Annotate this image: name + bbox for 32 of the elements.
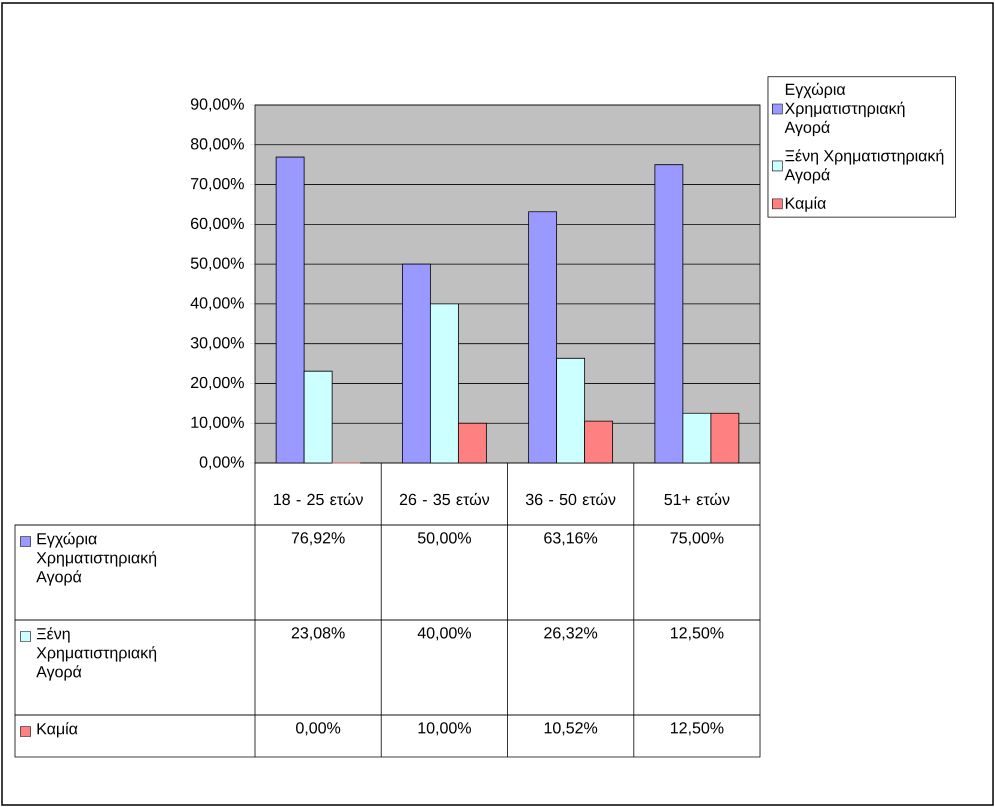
data-label: 10,00% [418,722,471,736]
data-label: 50,00% [418,532,471,546]
legend-label: Καμία [786,196,826,212]
x-tick-label: 26 - 35 ετών [400,492,490,506]
data-label: 26,32% [544,627,598,640]
data-label: 63,16% [544,532,598,546]
y-tick-label: 50,00% [190,258,244,271]
y-tick-label: 60,00% [191,218,244,231]
x-tick-label: 51+ ετών [664,492,730,506]
y-tick-label: 80,00% [190,138,244,152]
data-label: 76,92% [292,532,345,546]
data-label: 0,00% [296,722,340,736]
y-tick-label: 0,00% [200,456,244,470]
data-label: 10,52% [544,722,598,736]
text: Καμία [38,722,78,738]
data-label: 75,00% [670,532,724,546]
data-label: 12,50% [670,722,724,736]
text: Ξένη Χρηματιστηριακή Αγορά [36,627,156,681]
y-tick-label: 40,00% [190,297,244,311]
data-label: 40,00% [418,627,471,640]
legend-label: Ξένη Χρηματιστηριακή Αγορά [784,149,944,184]
y-tick-label: 30,00% [190,337,244,350]
y-tick-label: 70,00% [191,178,244,192]
data-label: 23,08% [292,627,345,640]
legend-label: Εγχώρια Χρηματιστηριακή Αγορά [784,82,904,136]
y-tick-label: 10,00% [191,416,244,430]
data-label: 12,50% [670,627,724,640]
x-tick-label: 18 - 25 ετών [274,492,363,506]
x-tick-label: 36 - 50 ετών [526,492,616,506]
y-tick-label: 90,00% [190,98,244,112]
y-tick-label: 20,00% [191,376,244,390]
text: Εγχώρια Χρηματιστηριακή Αγορά [36,532,156,586]
